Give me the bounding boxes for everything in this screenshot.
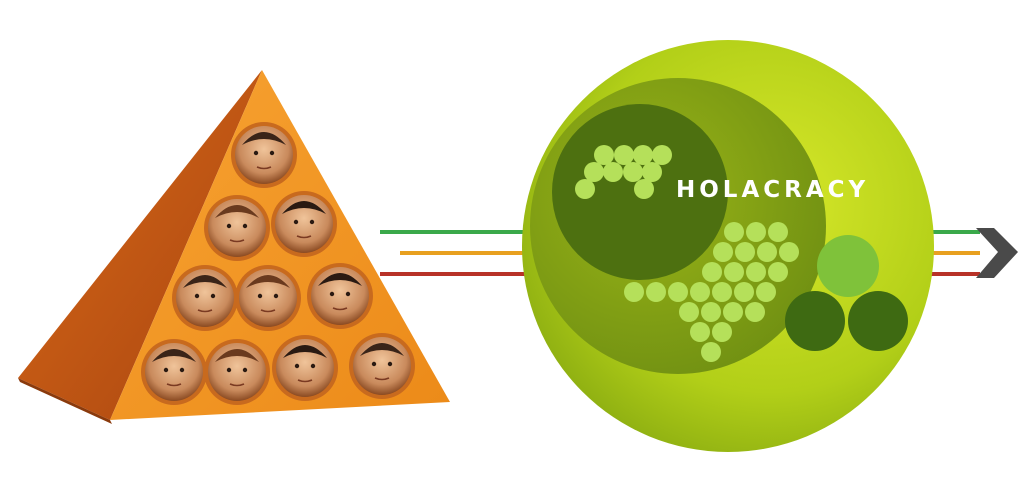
person-portrait-icon (172, 265, 238, 331)
person-portrait-icon (141, 339, 207, 405)
role-dot (624, 282, 644, 302)
role-dot (652, 145, 672, 165)
sub-circle-dark-right (848, 291, 908, 351)
role-dot (668, 282, 688, 302)
sub-circle-light (817, 235, 879, 297)
holacracy-title: HOLACRACY (676, 177, 869, 203)
role-dot (634, 179, 654, 199)
holacracy-circle-icon: HOLACRACY (522, 40, 934, 452)
role-dot (642, 162, 662, 182)
role-dot (575, 179, 595, 199)
role-dot (646, 282, 666, 302)
role-dot (594, 145, 614, 165)
person-portrait-icon (204, 339, 270, 405)
role-dot (702, 262, 722, 282)
person-portrait-icon (231, 122, 297, 188)
role-dot (690, 282, 710, 302)
role-dot (735, 242, 755, 262)
role-dot (724, 222, 744, 242)
role-dot (713, 242, 733, 262)
role-dot (712, 282, 732, 302)
role-dot (623, 162, 643, 182)
pyramid-shadow-edge (18, 378, 112, 424)
role-dot (633, 145, 653, 165)
sub-circle-dark-left (785, 291, 845, 351)
pyramid-hierarchy (18, 70, 450, 424)
role-dot (712, 322, 732, 342)
role-dot (779, 242, 799, 262)
person-portrait-icon (271, 191, 337, 257)
role-dot (768, 222, 788, 242)
role-dot (690, 322, 710, 342)
role-dot (614, 145, 634, 165)
person-portrait-icon (272, 335, 338, 401)
role-dot (723, 302, 743, 322)
role-dot (757, 242, 777, 262)
role-dot (734, 282, 754, 302)
person-portrait-icon (307, 263, 373, 329)
person-portrait-icon (204, 195, 270, 261)
pyramid-side-face (18, 70, 262, 420)
role-dot (724, 262, 744, 282)
role-dot (584, 162, 604, 182)
role-dot (679, 302, 699, 322)
person-portrait-icon (235, 265, 301, 331)
role-dot (745, 302, 765, 322)
role-dot (701, 342, 721, 362)
role-dot (701, 302, 721, 322)
role-dot (756, 282, 776, 302)
arrow-right-icon (976, 228, 1018, 278)
role-dot (768, 262, 788, 282)
person-portrait-icon (349, 333, 415, 399)
role-dot (603, 162, 623, 182)
role-dot (746, 262, 766, 282)
role-dot (746, 222, 766, 242)
